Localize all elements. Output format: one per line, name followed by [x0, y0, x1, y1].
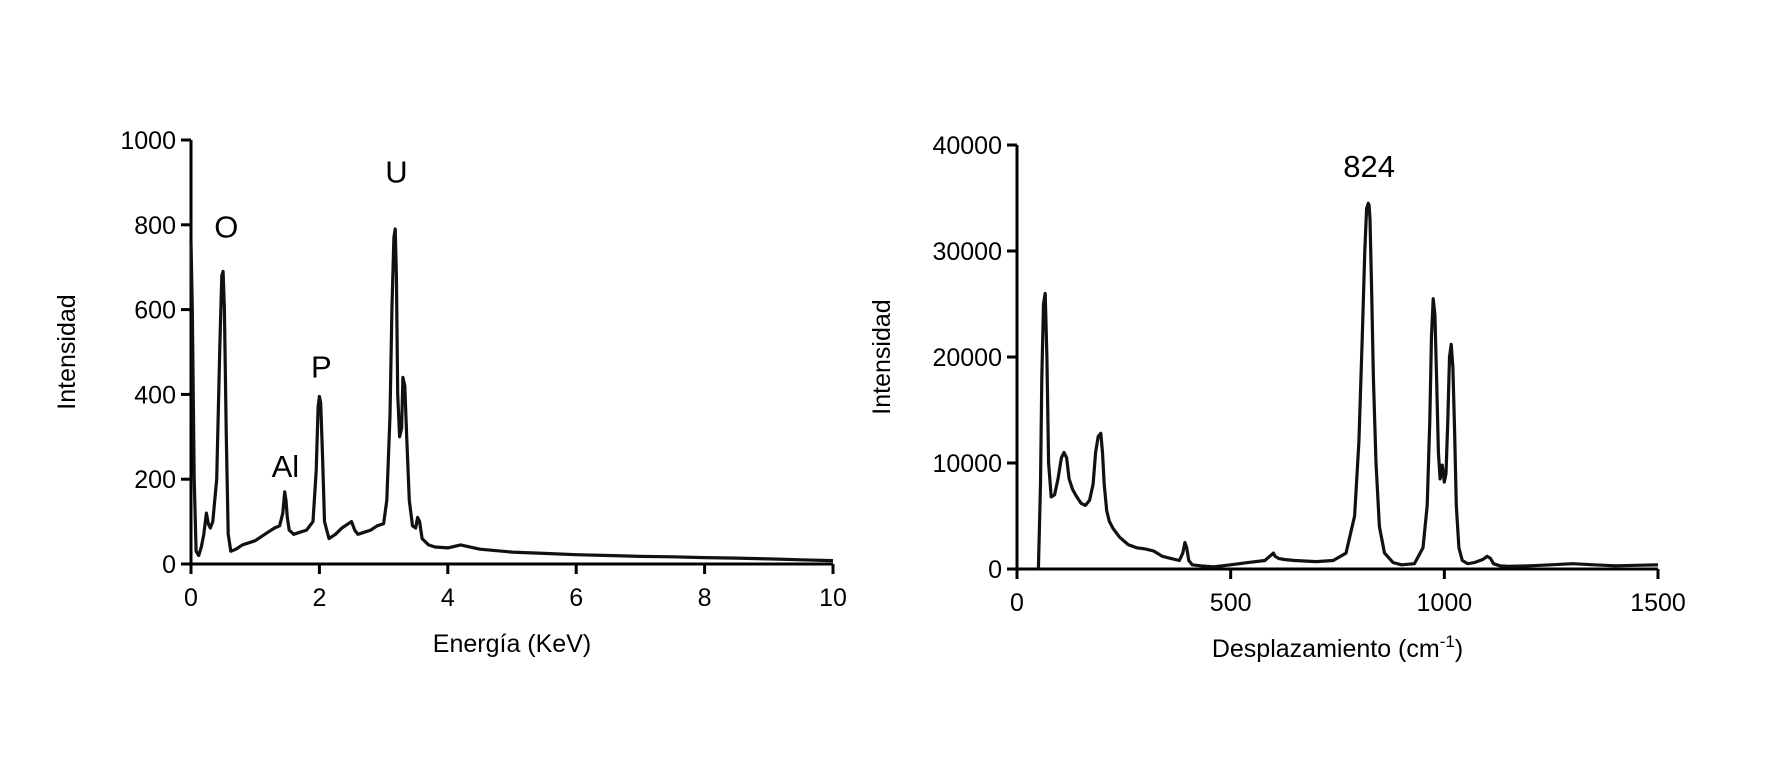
- eds-x-tick-label: 2: [312, 584, 326, 612]
- raman-y-tick-label: 10000: [932, 450, 1002, 478]
- eds-x-tick-label: 10: [819, 584, 847, 612]
- raman-x-tick-label: 1000: [1417, 589, 1473, 617]
- eds-peak-label: O: [214, 210, 238, 245]
- raman-x-tick-label: 500: [1210, 589, 1252, 617]
- raman-ticks: 0 10000 20000 30000 40000 0 500 1000 1500: [932, 132, 1685, 617]
- eds-y-tick-label: 200: [134, 466, 176, 494]
- eds-peak-label: Al: [272, 449, 300, 484]
- raman-y-axis-label: Intensidad: [868, 299, 896, 414]
- raman-y-tick-label: 40000: [932, 132, 1002, 160]
- raman-x-axis-label-sup: -1: [1440, 632, 1455, 651]
- raman-x-tick-label: 0: [1010, 589, 1024, 617]
- raman-spectrum-chart: 0 10000 20000 30000 40000 0 500 1000 1500 824 De…: [868, 132, 1686, 663]
- eds-y-axis-label: Intensidad: [53, 294, 81, 409]
- eds-spectrum-line: [189, 227, 834, 563]
- eds-y-tick-label: 800: [134, 212, 176, 240]
- eds-y-tick-label: 0: [162, 551, 176, 579]
- raman-spectrum-line: [1036, 201, 1659, 570]
- eds-x-tick-label: 0: [184, 584, 198, 612]
- eds-peak-label: U: [385, 154, 407, 189]
- raman-x-axis-label: Desplazamiento (cm-1): [1212, 632, 1463, 663]
- raman-x-tick-label: 1500: [1630, 589, 1686, 617]
- eds-y-tick-label: 400: [134, 381, 176, 409]
- eds-x-tick-label: 4: [441, 584, 455, 612]
- raman-x-axis-label-end: ): [1455, 635, 1463, 663]
- eds-peak-label: P: [311, 349, 332, 384]
- raman-peak-labels: 824: [1343, 149, 1395, 184]
- eds-y-tick-label: 1000: [120, 127, 176, 155]
- raman-y-tick-label: 30000: [932, 238, 1002, 266]
- eds-y-tick-label: 600: [134, 297, 176, 325]
- eds-ticks: 0 200 400 600 800 1000 0 2 4 6 8 10: [120, 127, 847, 612]
- raman-y-tick-label: 20000: [932, 344, 1002, 372]
- eds-x-tick-label: 8: [698, 584, 712, 612]
- eds-peak-labels: O Al P U: [214, 154, 407, 484]
- raman-x-axis-label-main: Desplazamiento (cm: [1212, 635, 1440, 663]
- eds-x-tick-label: 6: [569, 584, 583, 612]
- eds-spectrum-chart: 0 200 400 600 800 1000 0 2 4 6 8 10 O Al P U Energía (…: [53, 127, 847, 658]
- eds-x-axis-label: Energía (KeV): [433, 630, 591, 658]
- raman-y-tick-label: 0: [988, 556, 1002, 584]
- raman-peak-label: 824: [1343, 149, 1395, 184]
